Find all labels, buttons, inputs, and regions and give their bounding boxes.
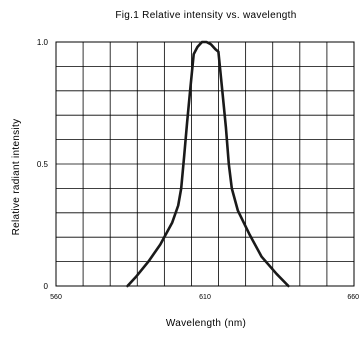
intensity-curve xyxy=(126,40,290,288)
y-tick-label: 0.5 xyxy=(37,160,49,169)
y-tick-label: 1.0 xyxy=(37,38,49,47)
x-tick-label: 660 xyxy=(347,294,359,301)
grid xyxy=(56,42,354,286)
x-axis-label: Wavelength (nm) xyxy=(166,318,246,329)
y-tick-label: 0 xyxy=(44,282,49,291)
y-axis-label: Relative radiant intensity xyxy=(11,119,22,236)
x-tick-label: 610 xyxy=(199,294,211,301)
tick-labels: 0 0.5 1.0 560 610 660 xyxy=(37,38,359,301)
chart-title: Fig.1 Relative intensity vs. wavelength xyxy=(115,10,296,21)
x-tick-label: 560 xyxy=(50,294,62,301)
